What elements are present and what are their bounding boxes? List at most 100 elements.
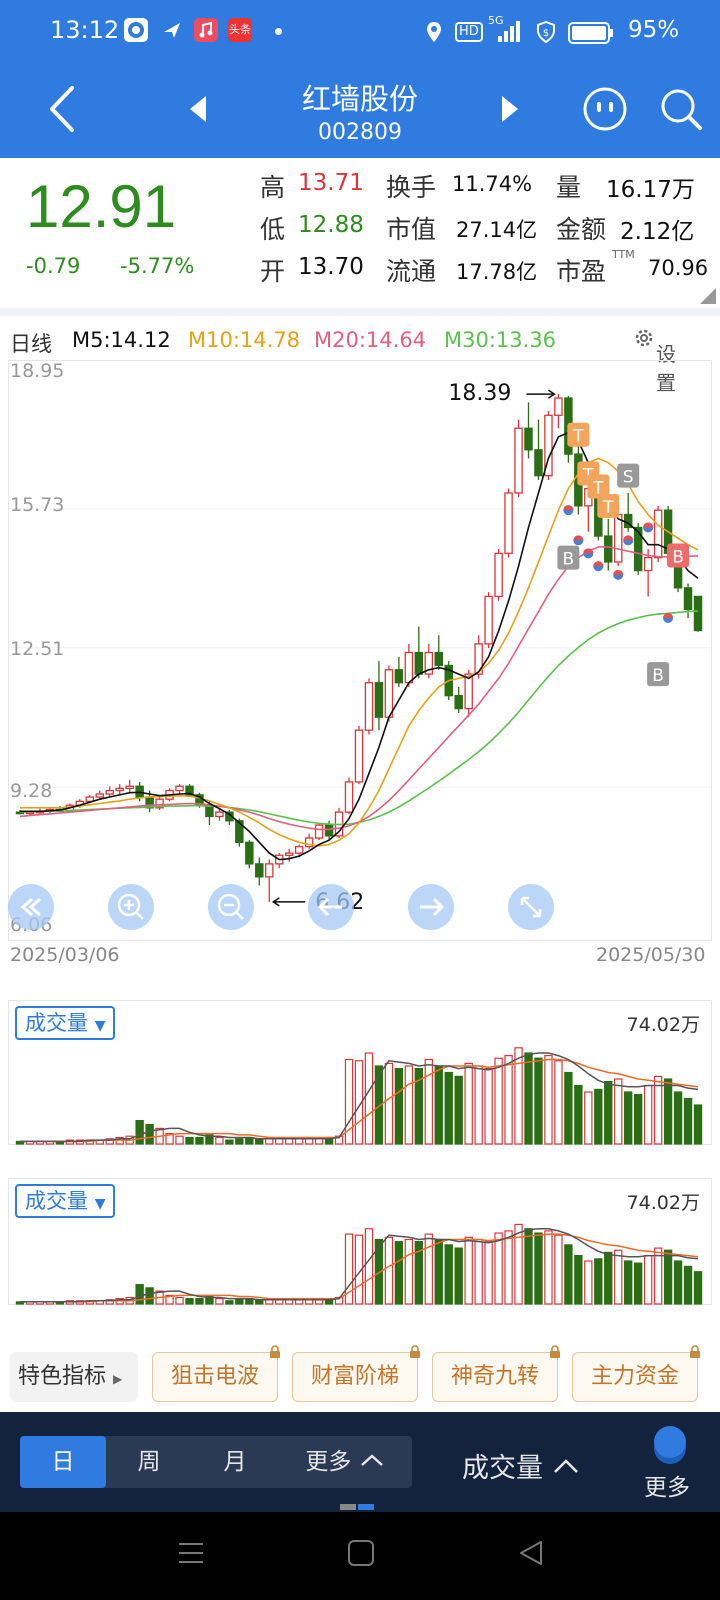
candle-body [255, 863, 264, 878]
period-day-tab[interactable]: 日 [20, 1436, 106, 1488]
volume-bar [344, 1058, 354, 1145]
y-axis-label: 12.51 [10, 638, 65, 660]
volume-ma-lines [20, 1052, 699, 1143]
sub-indicator-selector[interactable]: 成交量 [462, 1446, 580, 1485]
candle-body [514, 427, 523, 494]
candle-body [534, 449, 543, 477]
back-triangle-icon [520, 1541, 542, 1565]
candle-body [384, 669, 394, 718]
scroll-right-button[interactable] [408, 884, 454, 930]
volume-indicator-dropdown[interactable]: 成交量 ▼ [15, 1184, 116, 1218]
candle [524, 402, 533, 459]
candle-body [284, 852, 294, 856]
amount-label: 金额 [556, 215, 607, 244]
volume-bar [614, 1249, 623, 1305]
volume-bar [145, 1123, 154, 1145]
amount-value: 2.12亿 [620, 219, 695, 245]
send-notification-icon [160, 18, 184, 42]
candle-body [245, 841, 254, 865]
volume-bar [524, 1052, 533, 1145]
candle-body [414, 651, 424, 675]
indicator-magic-nine[interactable]: 神奇九转 [432, 1345, 560, 1402]
zoom-in-button[interactable] [108, 884, 154, 930]
signal-dot [593, 561, 604, 572]
candle [274, 853, 284, 869]
high-marker-arrow [526, 389, 556, 399]
volume-bar [643, 1084, 653, 1145]
candle [374, 661, 384, 731]
high-marker-label: 18.39 [448, 381, 511, 406]
volume-bar [564, 1244, 573, 1305]
hd-icon: HD [455, 22, 483, 42]
period-month-tab[interactable]: 月 [223, 1449, 247, 1475]
signal-label: T [572, 427, 584, 447]
special-indicators-menu[interactable]: 特色指标 ▶ [10, 1352, 138, 1402]
more-menu-label[interactable]: 更多 [644, 1475, 690, 1501]
stock-header: 红墙股份 002809 [0, 62, 720, 158]
indicator-main-capital[interactable]: 主力资金 [572, 1345, 700, 1402]
next-stock-button[interactable] [500, 94, 522, 128]
robot-assistant-button[interactable] [582, 86, 628, 136]
home-button[interactable] [346, 1538, 376, 1572]
kline-chart[interactable]: TTTTSBBB 18.396.62 18.95 15.73 12.51 9.2… [8, 360, 712, 966]
candle [484, 592, 493, 649]
scroll-to-start-button[interactable] [8, 884, 54, 930]
candle [304, 833, 314, 849]
candle-body [85, 796, 95, 802]
volume-bar [135, 1119, 144, 1145]
period-selector: 日 周 月 更多 [20, 1436, 412, 1488]
search-icon [661, 89, 702, 130]
toutiao-notification-icon: 头条 [228, 18, 252, 42]
back-button[interactable] [44, 84, 80, 138]
search-button[interactable] [658, 86, 704, 136]
turnover-value: 11.74% [452, 172, 533, 196]
volume-panel[interactable]: 成交量 ▼ 74.02万 [8, 1000, 712, 1170]
fullscreen-button[interactable] [508, 884, 554, 930]
signal-label: T [602, 498, 614, 518]
scroll-left-button[interactable] [308, 884, 354, 930]
indicator-label: 财富阶梯 [310, 1364, 399, 1389]
volume-indicator-dropdown[interactable]: 成交量 ▼ [15, 1006, 116, 1040]
period-week-tab[interactable]: 周 [137, 1449, 161, 1475]
candle-body [105, 789, 114, 795]
caret-down-icon: ▼ [94, 1018, 106, 1034]
volume-bar [614, 1078, 623, 1145]
system-back-button[interactable] [516, 1538, 546, 1572]
ma10-value: M10:14.78 [188, 328, 301, 352]
candle [185, 784, 194, 798]
menu-lines-icon [179, 1543, 203, 1563]
candle [683, 583, 693, 619]
chart-settings-button[interactable]: 设置 [632, 326, 676, 395]
recents-button[interactable] [176, 1538, 206, 1572]
indicator-wealth-ladder[interactable]: 财富阶梯 [292, 1345, 420, 1402]
volume-panel[interactable]: 成交量 ▼ 74.02万 [8, 1178, 712, 1348]
volume-bar [275, 1138, 284, 1145]
prev-stock-button[interactable] [186, 94, 208, 128]
period-more-tab[interactable]: 更多 [278, 1436, 412, 1488]
volume-indicator-label: 成交量 [25, 1011, 88, 1035]
volume-bar [554, 1234, 563, 1305]
signal-icon [496, 20, 524, 49]
volume-bar [195, 1136, 204, 1145]
candle [215, 807, 224, 821]
candle-body [294, 845, 304, 854]
volume-svg [8, 1000, 712, 1145]
candle [95, 790, 105, 800]
indicator-sniper-wave[interactable]: 狙击电波 [152, 1345, 280, 1402]
zoom-out-button[interactable] [208, 884, 254, 930]
expand-corner-icon[interactable] [700, 288, 716, 304]
candle-body [434, 651, 444, 667]
volume-bar [424, 1233, 433, 1305]
arrow-left-icon [317, 897, 342, 917]
volume-bar [195, 1298, 204, 1305]
gear-icon [635, 329, 653, 347]
signal-bg [557, 545, 580, 570]
volume-bar [454, 1075, 463, 1145]
price-change: -0.79 [26, 254, 81, 278]
signal-dot [663, 613, 674, 624]
volume-bar [673, 1260, 683, 1305]
vol_ma10-line [20, 1058, 699, 1143]
low-marker-arrow [271, 897, 306, 907]
trade-signal-badge: B [647, 662, 670, 687]
more-menu-icon[interactable] [654, 1426, 686, 1458]
